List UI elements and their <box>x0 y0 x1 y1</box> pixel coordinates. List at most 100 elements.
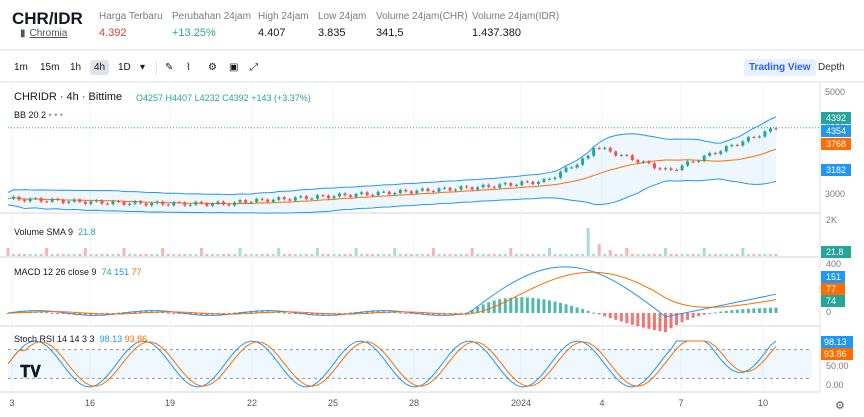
candle-body <box>172 202 176 206</box>
volume-bar <box>277 248 281 256</box>
candle-body <box>514 185 518 187</box>
volume-bar <box>476 254 480 256</box>
volume-bar <box>442 254 446 256</box>
volume-bar <box>117 254 121 256</box>
macd-histogram-bar <box>50 312 54 314</box>
legend-bb[interactable]: BB 20 2 • • • <box>14 110 64 120</box>
candle-body <box>708 153 712 156</box>
volume-bar <box>260 254 264 256</box>
coin-link-row[interactable]: ▮ Chromia <box>20 28 67 39</box>
stoch-tick-label: 50.00 <box>826 361 849 371</box>
macd-histogram-bar <box>365 311 369 313</box>
depth-tab[interactable]: Depth <box>818 62 845 73</box>
candle-body <box>658 168 662 170</box>
volume-bar <box>387 254 391 256</box>
macd-histogram-bar <box>117 312 121 314</box>
macd-tick-label: 400 <box>826 259 841 269</box>
stoch-tick-label: 0.00 <box>826 380 844 390</box>
save-icon[interactable]: ▣ <box>229 62 239 73</box>
interval-1m[interactable]: 1m <box>14 62 28 73</box>
fullscreen-icon[interactable]: ⤢ <box>250 62 258 73</box>
volume-bar <box>205 254 209 256</box>
more-intervals-chevron-icon[interactable]: ▾ <box>140 62 146 73</box>
volume-bar <box>332 254 336 256</box>
candle-body <box>50 198 54 202</box>
macd-histogram-bar <box>349 312 353 314</box>
candle-body <box>326 195 330 199</box>
volume-bar <box>233 254 237 256</box>
candle-body <box>56 198 60 201</box>
settings-gear-icon[interactable]: ⚙ <box>208 62 217 73</box>
candle-body <box>398 189 402 194</box>
legend-ohlc: O4257 H4407 L4232 C4392 +143 (+3.37%) <box>136 93 311 103</box>
price-tag-text: 3768 <box>826 139 846 149</box>
volume-bar <box>492 254 496 256</box>
macd-histogram-bar <box>547 300 551 313</box>
volume-bar <box>525 254 529 256</box>
indicator-chart-icon[interactable]: ⌇ <box>186 62 191 73</box>
macd-histogram-bar <box>542 299 546 313</box>
candle-body <box>503 183 507 185</box>
interval-15m[interactable]: 15m <box>40 62 60 73</box>
candle-body <box>266 199 270 202</box>
interval-4h[interactable]: 4h <box>90 60 110 75</box>
draw-pencil-icon[interactable]: ✎ <box>165 62 174 73</box>
legend-volume[interactable]: Volume SMA 9 21.8 <box>14 227 96 237</box>
trading-view-tab[interactable]: Trading View <box>744 59 816 76</box>
candle-body <box>12 196 16 199</box>
volume-bar <box>768 254 772 256</box>
volume-bar <box>636 254 640 256</box>
interval-1d[interactable]: 1D <box>118 62 131 73</box>
legend-stoch[interactable]: Stoch RSI 14 14 3 3 98.13 93.86 <box>14 334 148 344</box>
volume-bar <box>172 254 176 256</box>
coin-link[interactable]: Chromia <box>29 28 68 39</box>
volume-bar <box>437 254 441 256</box>
volume-bar <box>409 254 413 256</box>
legend-macd[interactable]: MACD 12 26 close 9 74 151 77 <box>14 267 142 277</box>
candle-body <box>216 201 220 204</box>
volume-bar <box>299 254 303 256</box>
macd-histogram-bar <box>45 312 49 314</box>
volume-bar <box>177 254 181 256</box>
volume-tag <box>821 246 851 258</box>
candle-body <box>404 189 408 192</box>
candle-body <box>67 201 71 204</box>
date-tick-label: 25 <box>328 398 338 408</box>
macd-signal-line <box>7 271 777 315</box>
candle-body <box>111 201 115 205</box>
macd-histogram-bar <box>249 311 253 313</box>
macd-tag-text: 77 <box>826 284 836 294</box>
macd-histogram-bar <box>708 313 712 314</box>
volume-bar <box>713 254 717 256</box>
volume-bar <box>122 248 126 256</box>
volume-bar <box>564 254 568 256</box>
volume-bar <box>746 254 750 256</box>
candle-body <box>597 147 601 149</box>
candle-body <box>531 181 535 185</box>
candle-body <box>730 144 734 147</box>
macd-histogram-bar <box>221 313 225 314</box>
macd-histogram-bar <box>520 297 524 313</box>
volume-bar <box>354 248 358 256</box>
macd-histogram-bar <box>310 313 314 315</box>
volume-bar <box>67 254 71 256</box>
candle-body <box>23 199 27 202</box>
interval-1h[interactable]: 1h <box>70 62 82 73</box>
date-tick-label: 19 <box>165 398 175 408</box>
chart-settings-gear-icon[interactable]: ⚙ <box>835 400 845 412</box>
volume-bar <box>310 254 314 256</box>
volume-bar <box>304 254 308 256</box>
macd-histogram-bar <box>597 313 601 315</box>
macd-tag <box>821 295 845 307</box>
macd-histogram-bar <box>564 304 568 313</box>
volume-bar <box>641 254 645 256</box>
candle-body <box>409 191 413 194</box>
macd-histogram-bar <box>111 313 115 314</box>
candle-body <box>161 201 165 205</box>
macd-histogram-bar <box>774 307 778 313</box>
volume-bar <box>542 254 546 256</box>
volume-bar <box>774 254 778 256</box>
macd-histogram-bar <box>343 313 347 314</box>
candle-body <box>465 186 469 188</box>
